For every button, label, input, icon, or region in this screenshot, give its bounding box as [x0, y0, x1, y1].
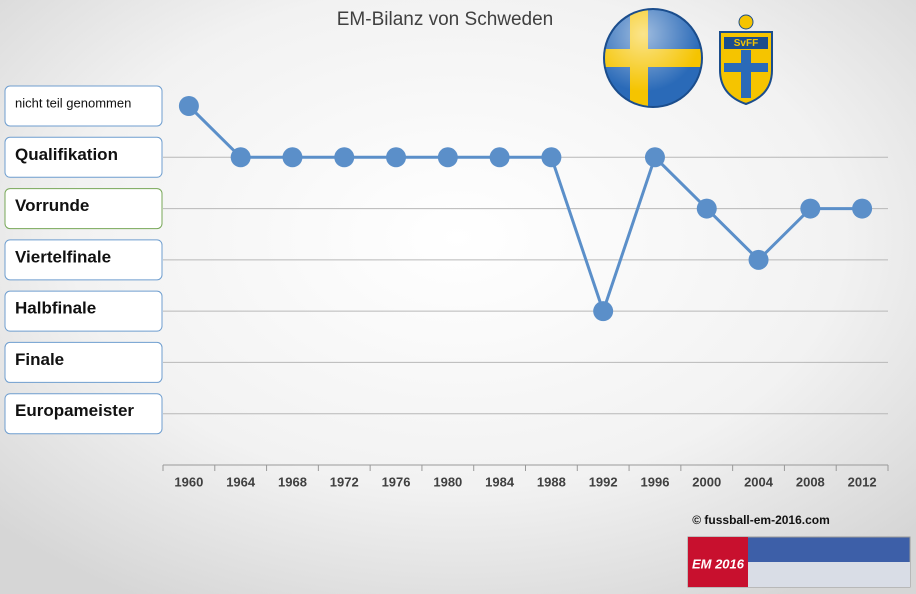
x-tick-label: 2008	[796, 474, 825, 489]
y-label-box	[4, 290, 163, 332]
credit: © fussball-em-2016.com	[692, 513, 830, 527]
data-point	[489, 147, 510, 168]
y-label-box	[4, 239, 163, 281]
banner: EM 2016	[687, 536, 911, 588]
x-tick-label: 2004	[744, 474, 774, 489]
x-tick-label: 1960	[174, 474, 203, 489]
x-tick-label: 1976	[382, 474, 411, 489]
y-tick-label: nicht teil genommen	[15, 95, 131, 110]
x-tick-label: 1972	[330, 474, 359, 489]
x-tick-label: 1984	[485, 474, 515, 489]
data-point	[644, 147, 665, 168]
banner-text: EM 2016	[692, 556, 745, 571]
data-point	[282, 147, 303, 168]
y-label-box	[4, 341, 163, 383]
y-tick-label: Viertelfinale	[15, 247, 111, 266]
x-tick-label: 1996	[641, 474, 670, 489]
data-point	[748, 249, 769, 270]
data-point	[230, 147, 251, 168]
data-point	[437, 147, 458, 168]
y-tick-label: Halbfinale	[15, 299, 96, 318]
y-label-box	[4, 393, 163, 435]
x-tick-label: 1968	[278, 474, 307, 489]
data-point	[386, 147, 407, 168]
y-tick-label: Europameister	[15, 401, 134, 420]
y-label-box	[4, 188, 163, 230]
x-tick-label: 1988	[537, 474, 566, 489]
chart-title: EM-Bilanz von Schweden	[337, 9, 554, 30]
data-point	[334, 147, 355, 168]
y-tick-label: Finale	[15, 350, 64, 369]
data-point	[852, 198, 873, 219]
data-point	[541, 147, 562, 168]
data-point	[696, 198, 717, 219]
data-point	[800, 198, 821, 219]
x-tick-label: 1964	[226, 474, 256, 489]
flag	[603, 8, 703, 108]
crest: SvFF	[719, 14, 773, 106]
data-point	[593, 301, 614, 322]
x-tick-label: 2012	[848, 474, 877, 489]
x-tick-label: 1992	[589, 474, 618, 489]
crest-text: SvFF	[734, 38, 758, 49]
y-tick-label: Vorrunde	[15, 196, 89, 215]
x-tick-label: 2000	[692, 474, 721, 489]
x-tick-label: 1980	[433, 474, 462, 489]
y-tick-label: Qualifikation	[15, 145, 118, 164]
y-label-box	[4, 85, 163, 127]
y-label-box	[4, 136, 163, 178]
data-point	[178, 96, 199, 116]
